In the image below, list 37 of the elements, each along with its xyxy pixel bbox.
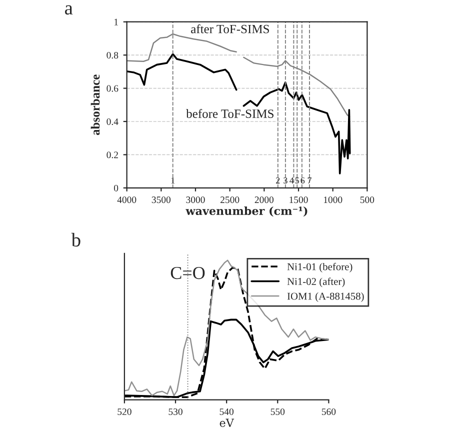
- x-tick-label: 2000: [254, 196, 274, 204]
- annotation: 5: [295, 178, 300, 184]
- x-tick-label: 500: [360, 196, 374, 204]
- legend-label: Ni1-01 (before): [287, 262, 352, 272]
- legend-label: IOM1 (A-881458): [287, 292, 364, 302]
- x-tick-label: 3000: [186, 196, 205, 204]
- x-tick-label: 550: [270, 408, 285, 416]
- x-tick-label: 3500: [152, 196, 171, 204]
- annotation: 3: [284, 177, 288, 184]
- x-tick-label: 520: [118, 408, 132, 416]
- legend-label: Ni1-02 (after): [287, 278, 345, 288]
- x-tick-label: 2500: [220, 196, 240, 204]
- y-tick-label: 0.4: [106, 118, 118, 125]
- y-axis-title: absorbance: [90, 74, 100, 136]
- x-tick-label: 560: [322, 408, 336, 416]
- y-tick-label: 0.8: [106, 52, 118, 59]
- x-tick-label: 540: [220, 408, 234, 416]
- annotation: 1: [171, 177, 175, 184]
- x-tick-label: 4000: [117, 196, 136, 204]
- x-axis-title: eV: [220, 418, 234, 427]
- x-tick-label: 1000: [324, 196, 342, 204]
- annotation: 2: [276, 177, 280, 184]
- y-tick-label: 0.2: [106, 152, 118, 158]
- text: b: [71, 232, 80, 247]
- text: a: [65, 5, 73, 15]
- y-tick-label: 1: [114, 18, 118, 26]
- annotation: 4: [290, 177, 294, 184]
- annotation: 6: [300, 177, 305, 184]
- annotation: 7: [308, 178, 312, 184]
- x-axis-title: wavenumber (cm⁻¹): [186, 206, 308, 217]
- series-label: before ToF-SIMS: [186, 109, 274, 118]
- y-tick-label: 0.6: [106, 85, 118, 92]
- x-tick-label: 530: [168, 408, 182, 416]
- y-tick-label: 0: [114, 184, 118, 192]
- ref-line-label: C=O: [170, 266, 205, 280]
- x-tick-label: 1500: [290, 196, 308, 204]
- series-label: after ToF-SIMS: [191, 24, 269, 34]
